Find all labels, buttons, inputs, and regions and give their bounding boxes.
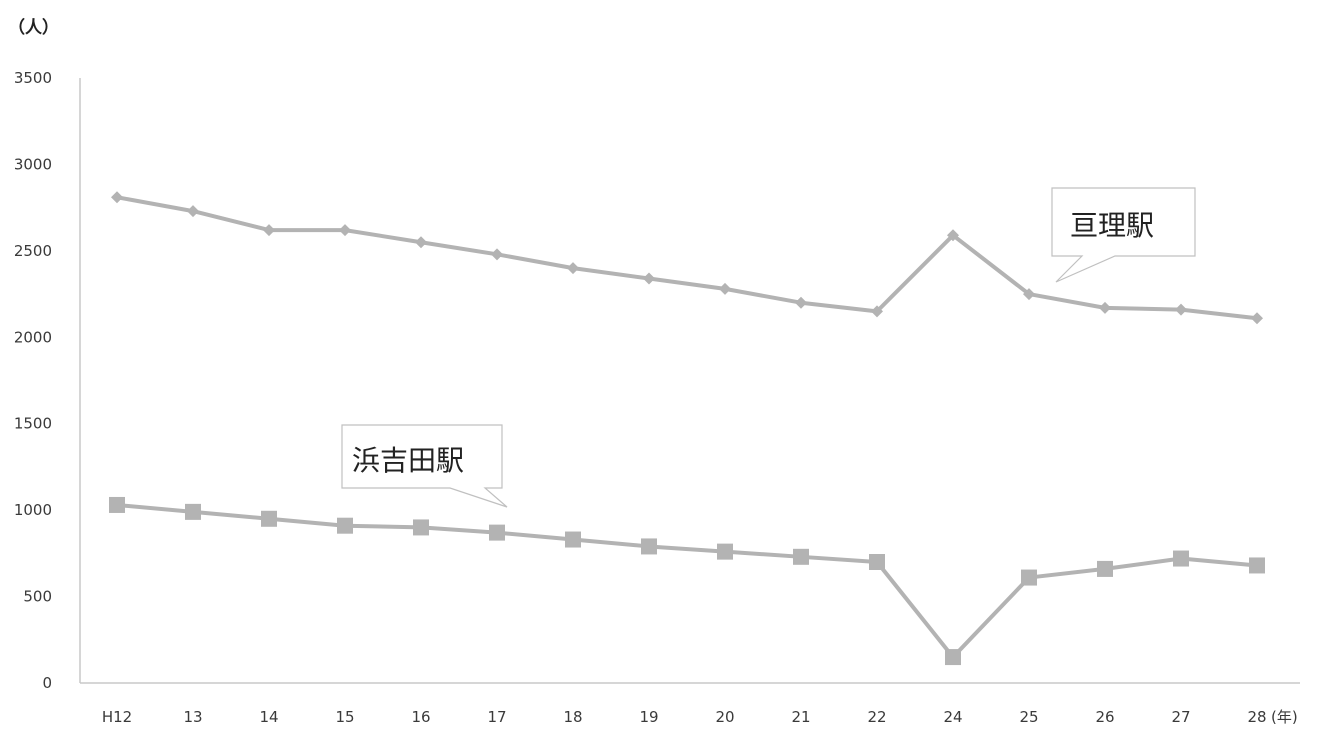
data-point-square <box>869 554 885 570</box>
x-tick-label: H12 <box>102 708 132 726</box>
x-axis-unit-label: (年) <box>1271 708 1298 726</box>
callout-watari-label: 亘理駅 <box>1070 209 1154 242</box>
data-point-square <box>1021 569 1037 586</box>
callout-watari: 亘理駅 <box>1051 187 1196 283</box>
x-tick-label: 19 <box>639 708 658 726</box>
x-tick-label: 22 <box>867 708 886 726</box>
y-tick-label: 2500 <box>14 242 52 260</box>
data-point-diamond <box>567 262 579 275</box>
data-point-square <box>565 531 581 548</box>
data-point-diamond <box>339 224 351 237</box>
data-point-diamond <box>1023 288 1035 301</box>
y-tick-label: 3500 <box>14 69 52 87</box>
y-axis-unit-label: （人） <box>8 17 59 38</box>
x-tick-label: 28 <box>1247 708 1266 726</box>
data-point-square <box>641 538 657 555</box>
x-axis-ticks: H12 13 14 15 16 17 18 19 20 21 22 24 25 26 27 28 (年) <box>102 708 1298 726</box>
x-tick-label: 26 <box>1095 708 1114 726</box>
data-point-square <box>413 519 429 536</box>
data-point-diamond <box>871 305 883 318</box>
x-tick-label: 13 <box>183 708 202 726</box>
data-point-square <box>945 649 961 666</box>
series-layer <box>109 191 1265 666</box>
series-1 <box>109 496 1265 666</box>
x-tick-label: 17 <box>487 708 506 726</box>
data-point-diamond <box>491 248 503 261</box>
data-point-diamond <box>1175 303 1187 316</box>
y-tick-label: 1000 <box>14 501 52 519</box>
data-point-square <box>1249 557 1265 574</box>
data-point-square <box>489 524 505 541</box>
x-tick-label: 14 <box>259 708 278 726</box>
x-tick-label: 20 <box>715 708 734 726</box>
y-tick-label: 3000 <box>14 155 52 173</box>
y-tick-label: 2000 <box>14 328 52 346</box>
data-point-diamond <box>187 205 199 218</box>
data-point-square <box>185 503 201 520</box>
series-line <box>116 195 1258 321</box>
data-point-square <box>261 510 277 527</box>
data-point-diamond <box>263 224 275 237</box>
data-point-diamond <box>643 272 655 285</box>
data-point-square <box>109 496 125 513</box>
data-point-diamond <box>415 236 427 249</box>
callout-hamayoshida-box <box>341 424 508 508</box>
x-tick-label: 18 <box>563 708 582 726</box>
y-axis-ticks: 0 500 1000 1500 2000 2500 3000 3500 <box>14 69 52 692</box>
data-point-diamond <box>719 282 731 295</box>
series-0 <box>111 191 1263 325</box>
data-point-square <box>337 517 353 534</box>
data-point-square <box>717 543 733 560</box>
y-tick-label: 1500 <box>14 415 52 433</box>
y-tick-label: 0 <box>42 674 52 692</box>
data-point-diamond <box>947 229 959 242</box>
x-tick-label: 16 <box>411 708 430 726</box>
data-point-square <box>793 548 809 565</box>
x-tick-label: 15 <box>335 708 354 726</box>
y-tick-label: 500 <box>23 588 52 606</box>
callout-hamayoshida: 浜吉田駅 <box>341 424 508 508</box>
series-line <box>116 502 1258 660</box>
data-point-diamond <box>1251 312 1263 325</box>
data-point-square <box>1173 550 1189 567</box>
x-tick-label: 27 <box>1171 708 1190 726</box>
data-point-square <box>1097 560 1113 577</box>
callout-watari-box <box>1051 187 1196 283</box>
x-tick-label: 24 <box>943 708 962 726</box>
callout-hamayoshida-label: 浜吉田駅 <box>352 444 464 477</box>
data-point-diamond <box>111 191 123 204</box>
x-tick-label: 21 <box>791 708 810 726</box>
data-point-diamond <box>1099 301 1111 314</box>
data-point-diamond <box>795 296 807 309</box>
x-tick-label: 25 <box>1019 708 1038 726</box>
